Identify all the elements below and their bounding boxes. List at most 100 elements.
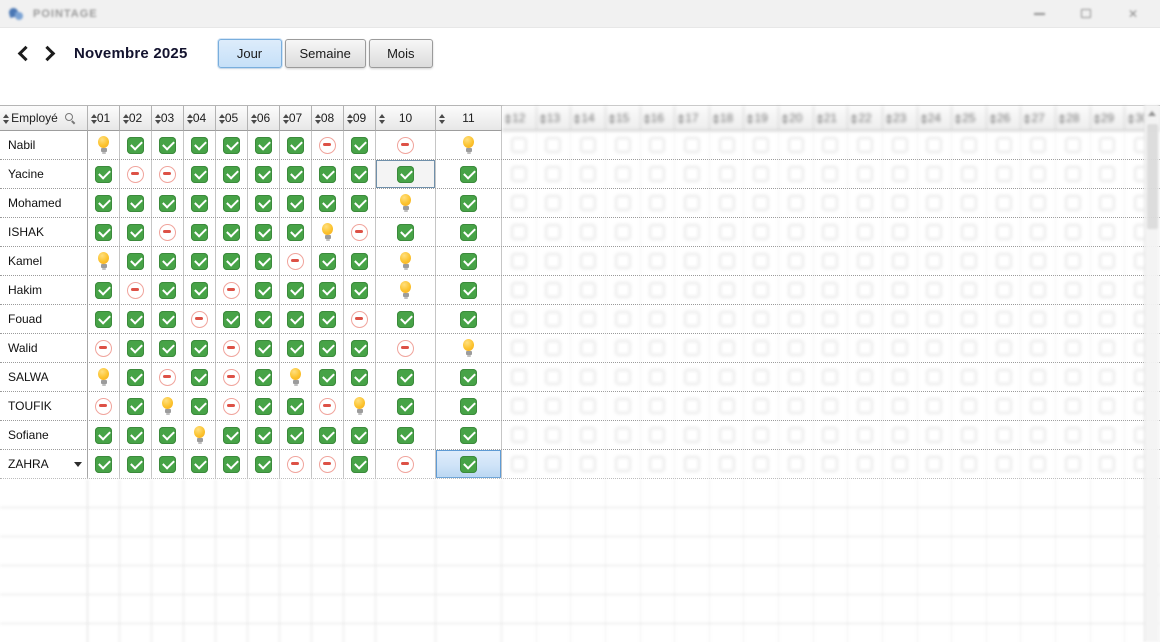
view-button-day[interactable]: Jour xyxy=(217,39,282,68)
attendance-cell-faded[interactable] xyxy=(848,189,883,217)
attendance-cell-faded[interactable] xyxy=(952,189,987,217)
day-column-header[interactable]: 06 xyxy=(248,106,280,131)
attendance-cell-faded[interactable] xyxy=(848,392,883,420)
attendance-cell-faded[interactable] xyxy=(571,305,606,333)
attendance-cell[interactable] xyxy=(280,305,312,333)
attendance-cell-faded[interactable] xyxy=(918,160,953,188)
attendance-cell-faded[interactable] xyxy=(641,160,676,188)
attendance-cell[interactable] xyxy=(216,218,248,246)
attendance-cell[interactable] xyxy=(376,392,436,420)
attendance-cell-faded[interactable] xyxy=(952,450,987,478)
attendance-cell-faded[interactable] xyxy=(537,421,572,449)
day-column-header[interactable]: 07 xyxy=(280,106,312,131)
attendance-cell-faded[interactable] xyxy=(779,247,814,275)
attendance-cell[interactable] xyxy=(248,247,280,275)
attendance-cell-faded[interactable] xyxy=(952,276,987,304)
attendance-cell-faded[interactable] xyxy=(675,392,710,420)
attendance-cell-faded[interactable] xyxy=(502,450,537,478)
attendance-cell-faded[interactable] xyxy=(1091,363,1126,391)
attendance-cell[interactable] xyxy=(184,189,216,217)
attendance-cell-faded[interactable] xyxy=(1056,276,1091,304)
attendance-cell-faded[interactable] xyxy=(952,392,987,420)
attendance-cell-faded[interactable] xyxy=(1021,131,1056,159)
attendance-cell-faded[interactable] xyxy=(814,305,849,333)
attendance-cell[interactable] xyxy=(152,334,184,362)
attendance-cell[interactable] xyxy=(248,131,280,159)
attendance-cell-faded[interactable] xyxy=(537,305,572,333)
attendance-cell-faded[interactable] xyxy=(710,160,745,188)
attendance-cell[interactable] xyxy=(216,189,248,217)
attendance-cell-faded[interactable] xyxy=(848,363,883,391)
attendance-cell[interactable] xyxy=(120,160,152,188)
attendance-cell-faded[interactable] xyxy=(710,334,745,362)
day-column-header-faded[interactable]: 29 xyxy=(1090,106,1126,131)
attendance-cell-faded[interactable] xyxy=(952,334,987,362)
attendance-cell-faded[interactable] xyxy=(814,276,849,304)
attendance-cell[interactable] xyxy=(216,305,248,333)
attendance-cell[interactable] xyxy=(376,160,436,188)
attendance-cell[interactable] xyxy=(120,131,152,159)
attendance-cell-faded[interactable] xyxy=(641,247,676,275)
attendance-cell-faded[interactable] xyxy=(571,421,606,449)
attendance-cell-faded[interactable] xyxy=(1056,334,1091,362)
day-column-header-faded[interactable]: 27 xyxy=(1021,106,1056,131)
attendance-cell[interactable] xyxy=(184,305,216,333)
attendance-cell[interactable] xyxy=(152,247,184,275)
attendance-cell-faded[interactable] xyxy=(606,189,641,217)
attendance-cell[interactable] xyxy=(120,450,152,478)
attendance-cell[interactable] xyxy=(120,276,152,304)
attendance-cell[interactable] xyxy=(88,160,120,188)
attendance-cell[interactable] xyxy=(248,421,280,449)
attendance-cell[interactable] xyxy=(312,189,344,217)
attendance-cell[interactable] xyxy=(436,247,502,275)
attendance-cell[interactable] xyxy=(280,450,312,478)
attendance-cell-faded[interactable] xyxy=(675,334,710,362)
attendance-cell-faded[interactable] xyxy=(987,421,1022,449)
dropdown-arrow-icon[interactable] xyxy=(74,462,82,467)
attendance-cell[interactable] xyxy=(280,247,312,275)
attendance-cell[interactable] xyxy=(376,218,436,246)
employee-name-cell[interactable]: Walid xyxy=(0,334,88,362)
attendance-cell-faded[interactable] xyxy=(848,247,883,275)
attendance-cell[interactable] xyxy=(312,247,344,275)
attendance-cell[interactable] xyxy=(436,363,502,391)
attendance-cell-faded[interactable] xyxy=(883,334,918,362)
attendance-cell-faded[interactable] xyxy=(1021,218,1056,246)
attendance-cell-faded[interactable] xyxy=(502,160,537,188)
employee-name-cell[interactable]: Sofiane xyxy=(0,421,88,449)
attendance-cell-faded[interactable] xyxy=(744,334,779,362)
attendance-cell-faded[interactable] xyxy=(710,450,745,478)
employee-name-cell[interactable]: TOUFIK xyxy=(0,392,88,420)
scrollbar-thumb[interactable] xyxy=(1147,124,1158,229)
attendance-cell-faded[interactable] xyxy=(502,218,537,246)
attendance-cell-faded[interactable] xyxy=(641,189,676,217)
attendance-cell[interactable] xyxy=(216,131,248,159)
attendance-cell-faded[interactable] xyxy=(744,392,779,420)
attendance-cell-faded[interactable] xyxy=(883,421,918,449)
attendance-cell-faded[interactable] xyxy=(537,276,572,304)
attendance-cell[interactable] xyxy=(376,247,436,275)
attendance-cell-faded[interactable] xyxy=(502,305,537,333)
attendance-cell[interactable] xyxy=(280,131,312,159)
attendance-cell-faded[interactable] xyxy=(641,421,676,449)
attendance-cell-faded[interactable] xyxy=(814,218,849,246)
attendance-cell[interactable] xyxy=(436,218,502,246)
attendance-cell[interactable] xyxy=(376,189,436,217)
attendance-cell-faded[interactable] xyxy=(1021,305,1056,333)
attendance-cell[interactable] xyxy=(344,392,376,420)
attendance-cell[interactable] xyxy=(216,421,248,449)
attendance-cell[interactable] xyxy=(152,363,184,391)
attendance-cell[interactable] xyxy=(376,131,436,159)
attendance-cell-faded[interactable] xyxy=(848,131,883,159)
attendance-cell[interactable] xyxy=(436,421,502,449)
day-column-header[interactable]: 02 xyxy=(120,106,152,131)
attendance-cell[interactable] xyxy=(152,421,184,449)
attendance-cell-faded[interactable] xyxy=(710,363,745,391)
attendance-cell-faded[interactable] xyxy=(1091,160,1126,188)
attendance-cell-faded[interactable] xyxy=(710,392,745,420)
attendance-cell[interactable] xyxy=(216,247,248,275)
close-button[interactable]: ✕ xyxy=(1116,3,1150,25)
attendance-cell-faded[interactable] xyxy=(1091,218,1126,246)
attendance-cell-faded[interactable] xyxy=(987,218,1022,246)
day-column-header-faded[interactable]: 15 xyxy=(605,106,641,131)
